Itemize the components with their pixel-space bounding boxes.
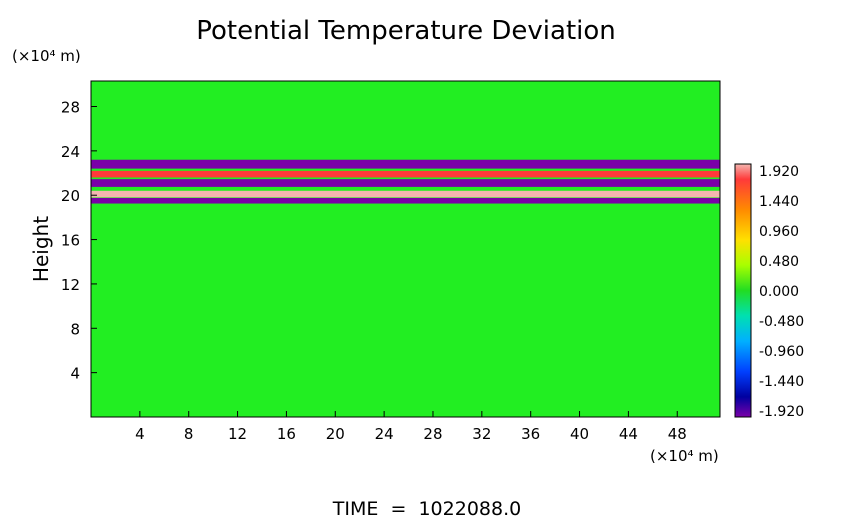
colorbar-label: 1.920: [759, 164, 799, 180]
features-layer: [91, 159, 720, 204]
feature-band-2: [91, 170, 720, 178]
x-unit-label: (×10⁴ m): [650, 447, 719, 465]
x-tick-label: 44: [619, 425, 638, 443]
x-tick-label: 36: [521, 425, 540, 443]
y-unit-label: (×10⁴ m): [12, 47, 81, 65]
colorbar: [734, 163, 752, 418]
colorbar-label: -1.920: [759, 404, 804, 420]
x-tick-label: 40: [570, 425, 589, 443]
colorbar-label: -0.960: [759, 344, 804, 360]
y-tick-label: 4: [70, 365, 80, 383]
x-tick-label: 12: [228, 425, 247, 443]
feature-band-4: [91, 190, 720, 198]
colorbar-label: 0.480: [759, 254, 799, 270]
feature-band-5: [91, 197, 720, 204]
feature-band-3: [91, 179, 720, 187]
y-axis-label: Height: [29, 216, 53, 282]
x-tick-label: 20: [326, 425, 345, 443]
y-ticks: 4 8 12 16 20 24 28: [61, 99, 97, 383]
y-tick-label: 8: [70, 320, 80, 338]
x-tick-label: 24: [375, 425, 394, 443]
time-footer: TIME = 1022088.0: [332, 498, 521, 519]
y-tick-label: 28: [61, 99, 80, 117]
colorbar-labels: 1.920 1.440 0.960 0.480 0.000 -0.480 -0.960 -1.…: [759, 164, 804, 420]
y-tick-label: 12: [61, 276, 80, 294]
y-tick-label: 20: [61, 187, 80, 205]
colorbar-label: 0.960: [759, 224, 799, 240]
colorbar-label: -1.440: [759, 374, 804, 390]
plot-frame: [90, 80, 721, 418]
x-tick-label: 28: [423, 425, 442, 443]
x-ticks: 4 8 12 16 20 24 28 32 36 40 44 48: [135, 411, 687, 443]
y-tick-label: 24: [61, 143, 80, 161]
colorbar-label: 1.440: [759, 194, 799, 210]
x-tick-label: 48: [668, 425, 687, 443]
x-tick-label: 16: [277, 425, 296, 443]
x-tick-label: 32: [472, 425, 491, 443]
feature-band-1: [91, 159, 720, 169]
background-field: [91, 81, 720, 417]
y-tick-label: 16: [61, 232, 80, 250]
colorbar-label: -0.480: [759, 314, 804, 330]
x-tick-label: 8: [184, 425, 194, 443]
x-tick-label: 4: [135, 425, 145, 443]
colorbar-label: 0.000: [759, 284, 799, 300]
heatmap-field: [91, 81, 720, 417]
chart-title: Potential Temperature Deviation: [196, 16, 616, 46]
